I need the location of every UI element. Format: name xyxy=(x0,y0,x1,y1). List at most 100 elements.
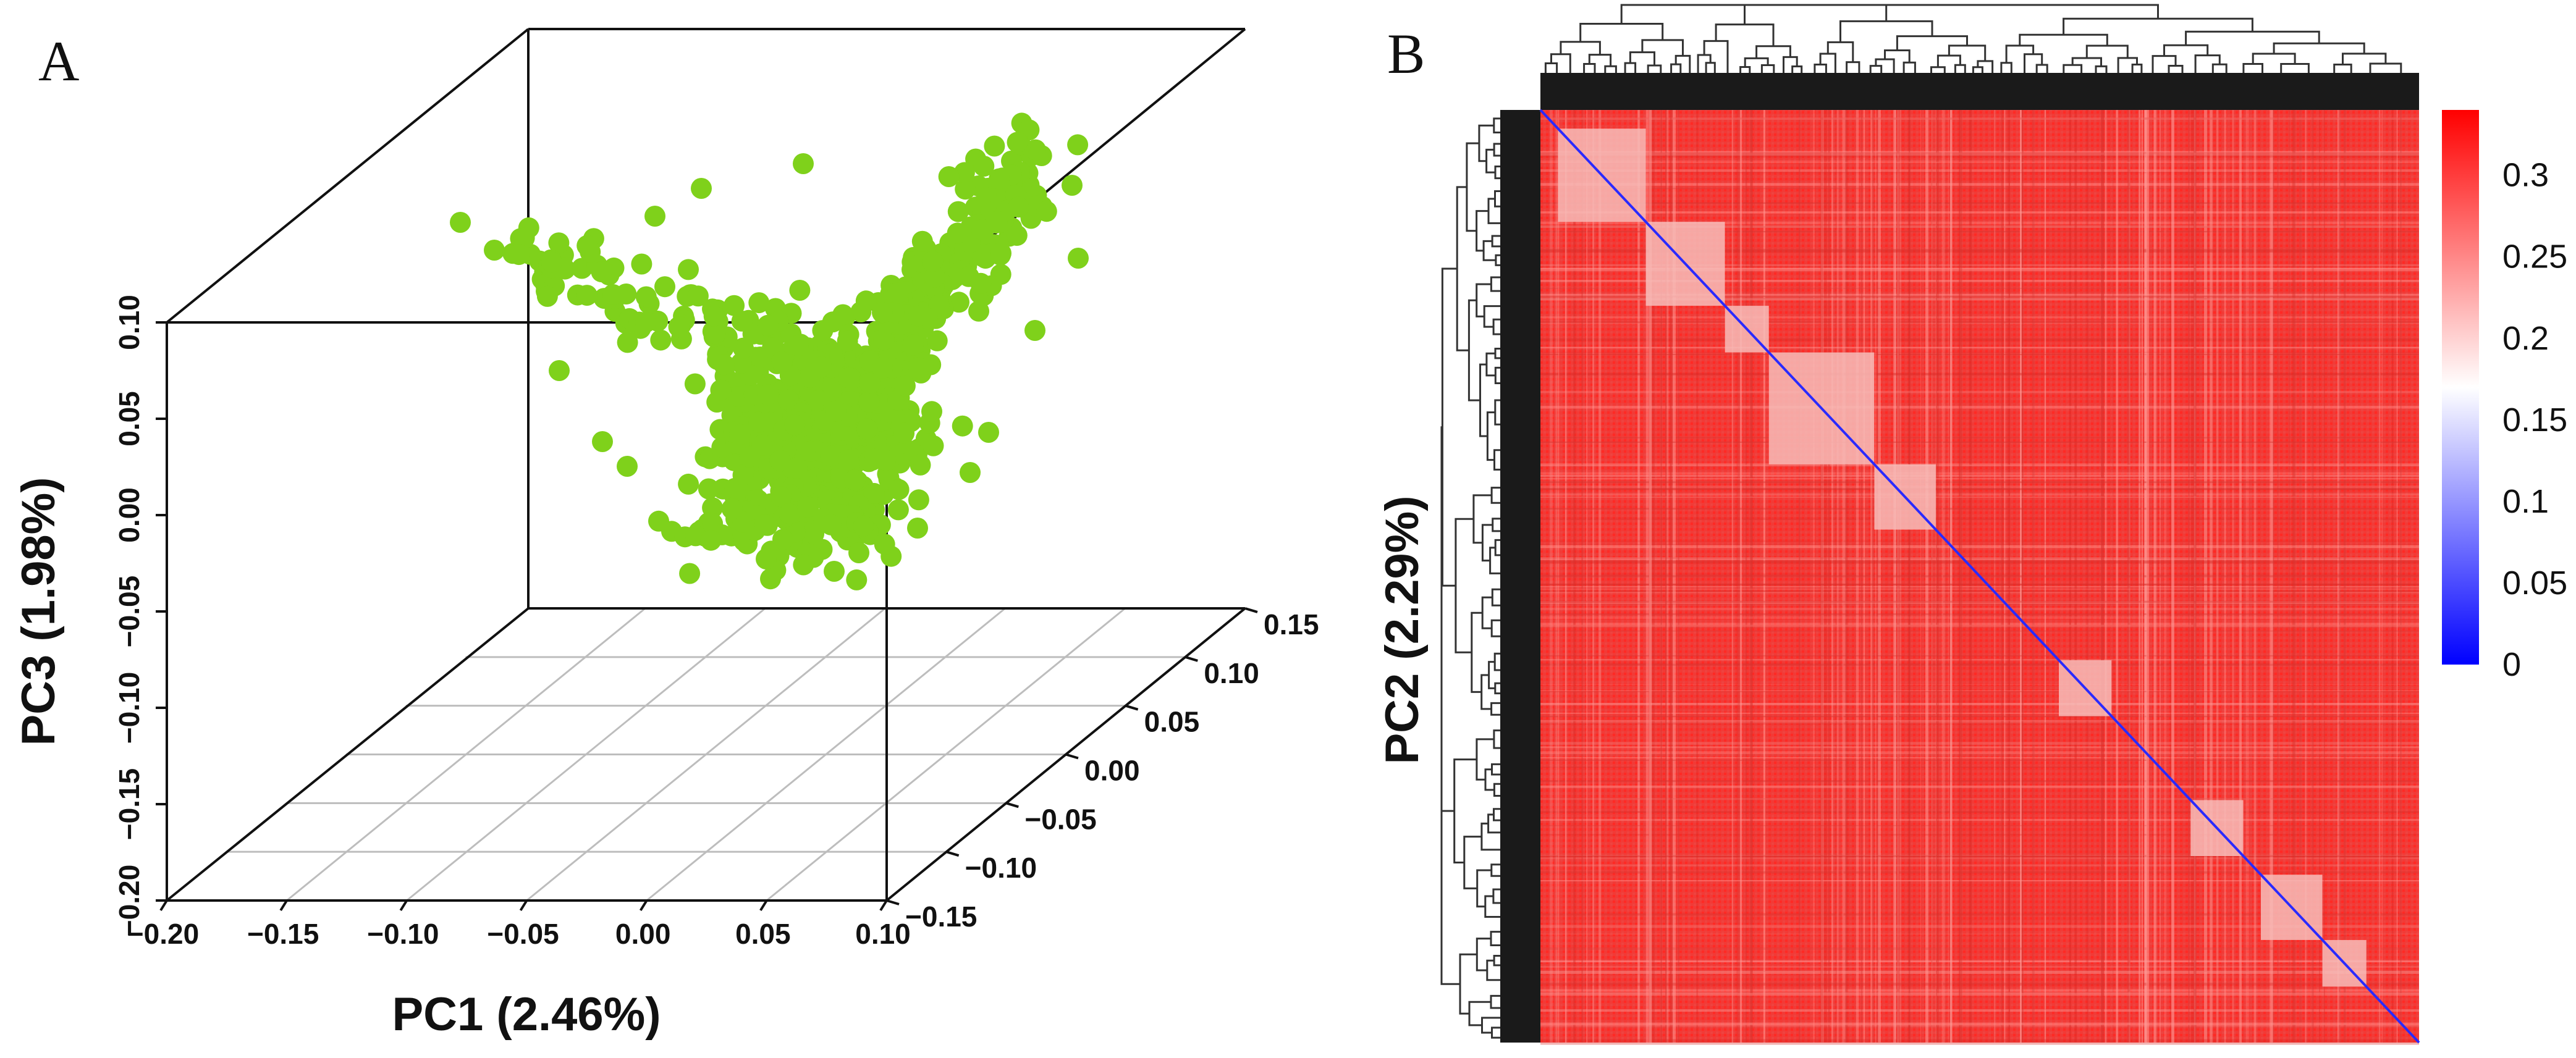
dendrogram-branch xyxy=(1703,40,1729,73)
dendrogram-branch xyxy=(1972,66,1983,73)
dendrogram-branch xyxy=(1495,254,1500,266)
dendrogram-branch xyxy=(2211,63,2228,73)
data-point xyxy=(710,379,732,401)
heatmap-stripe xyxy=(2045,110,2046,1043)
x-tick-label: −0.15 xyxy=(247,918,319,950)
data-point xyxy=(990,243,1011,264)
data-point xyxy=(536,285,558,307)
heatmap-stripe xyxy=(1581,110,1583,1043)
y-tick-label: 0.10 xyxy=(1204,657,1259,689)
data-point xyxy=(548,232,570,254)
heatmap-stripe xyxy=(2191,110,2194,1043)
heatmap-stripe xyxy=(2159,110,2161,1043)
colorbar-ticks: 0 0.05 0.1 0.15 0.2 0.25 0.3 xyxy=(2502,157,2567,683)
data-point xyxy=(754,514,775,535)
heatmap-stripe xyxy=(2224,110,2227,1043)
heatmap-stripe xyxy=(1540,751,2419,754)
heatmap-stripe xyxy=(2007,110,2009,1043)
heatmap-stripe xyxy=(1540,720,2419,721)
data-point xyxy=(700,529,722,551)
data-point xyxy=(838,449,859,471)
dendrogram-branch xyxy=(1583,63,1596,73)
x-axis-ticks: −0.20 −0.15 −0.10 −0.05 0.00 0.05 0.10 xyxy=(127,899,911,950)
heatmap-stripe xyxy=(1573,110,1576,1043)
dendrogram-branch xyxy=(2019,33,2108,46)
heatmap-stripe xyxy=(1540,295,2419,297)
data-point xyxy=(970,272,992,294)
dendrogram-branch xyxy=(1715,23,1775,46)
heatmap-stripe xyxy=(2392,110,2394,1043)
heatmap-stripe xyxy=(1540,557,2419,559)
data-point xyxy=(893,422,915,444)
heatmap-stripe xyxy=(1540,485,2419,489)
data-point xyxy=(591,261,612,283)
heatmap-stripe xyxy=(1540,221,2419,225)
heatmap-stripe xyxy=(1836,110,1839,1043)
heatmap-stripe xyxy=(2292,110,2295,1043)
heatmap-stripe xyxy=(1540,992,2419,994)
data-point xyxy=(635,286,657,308)
data-point xyxy=(748,411,770,433)
heatmap-stripe xyxy=(1870,110,1873,1043)
data-point xyxy=(731,310,753,332)
dendrogram-branch xyxy=(2152,55,2177,73)
dendrogram-branch xyxy=(1490,487,1500,504)
data-point xyxy=(844,469,866,491)
colorbar-gradient xyxy=(2442,110,2479,665)
y-axis-ticks: −0.15 −0.10 −0.05 0.000.050.100.15 xyxy=(886,607,1319,933)
x-tick-mark xyxy=(519,899,528,912)
data-point xyxy=(952,415,973,437)
panel-b-letter: B xyxy=(1387,22,1425,85)
heatmap-stripe xyxy=(2381,110,2383,1043)
heatmap-stripe xyxy=(1540,691,2419,692)
heatmap-stripe xyxy=(2239,110,2242,1043)
heatmap-stripe xyxy=(1540,624,2419,627)
heatmap-stripe xyxy=(1558,110,1560,1043)
data-point xyxy=(872,302,893,324)
heatmap-stripe xyxy=(2116,110,2118,1043)
heatmap-stripe xyxy=(1540,583,2419,586)
z-tick-label: −0.10 xyxy=(113,672,145,744)
heatmap-stripe xyxy=(1540,834,2419,836)
dendrogram-branch xyxy=(1884,49,1911,63)
heatmap-stripe xyxy=(1550,110,1553,1043)
data-point xyxy=(922,251,944,272)
heatmap-stripe xyxy=(1750,110,1753,1043)
heatmap-stripe xyxy=(1540,297,2419,301)
heatmap-stripe xyxy=(2143,110,2146,1043)
heatmap-stripe xyxy=(1540,298,2419,300)
data-point xyxy=(450,212,471,233)
data-point xyxy=(508,244,530,266)
heatmap-stripe xyxy=(1738,110,1741,1043)
heatmap-stripe xyxy=(1540,441,2419,443)
top-dendrogram xyxy=(1540,4,2419,110)
data-point xyxy=(679,563,701,584)
dendrogram-branch xyxy=(1494,348,1500,359)
heatmap-stripe xyxy=(1645,110,1649,1043)
heatmap-stripe xyxy=(1540,202,2419,204)
data-point xyxy=(887,499,909,521)
heatmap-stripe xyxy=(1540,663,2419,666)
heatmap-stripe xyxy=(1540,172,2419,174)
heatmap-stripe xyxy=(2101,110,2104,1043)
heatmap-stripe xyxy=(1540,560,2419,564)
top-dendrogram-leaves xyxy=(1540,73,2419,110)
heatmap-stripe xyxy=(1540,613,2419,615)
heatmap-stripe xyxy=(1893,110,1896,1043)
heatmap-stripe xyxy=(1540,248,2419,250)
heatmap-stripe xyxy=(1540,295,2419,298)
data-point xyxy=(875,450,897,471)
heatmap-stripe xyxy=(1540,472,2419,475)
heatmap-stripe xyxy=(1540,857,2419,859)
dendrogram-branch xyxy=(1490,276,1500,292)
heatmap-stripe xyxy=(1540,298,2419,301)
dendrogram-branch xyxy=(1624,62,1637,73)
data-point xyxy=(1068,248,1089,269)
heatmap-stripe xyxy=(1540,966,2419,968)
heatmap-stripe xyxy=(2170,110,2171,1043)
heatmap-stripe xyxy=(1678,110,1679,1043)
data-point xyxy=(821,514,842,535)
heatmap-stripe xyxy=(1813,110,1815,1043)
data-point xyxy=(947,222,968,244)
